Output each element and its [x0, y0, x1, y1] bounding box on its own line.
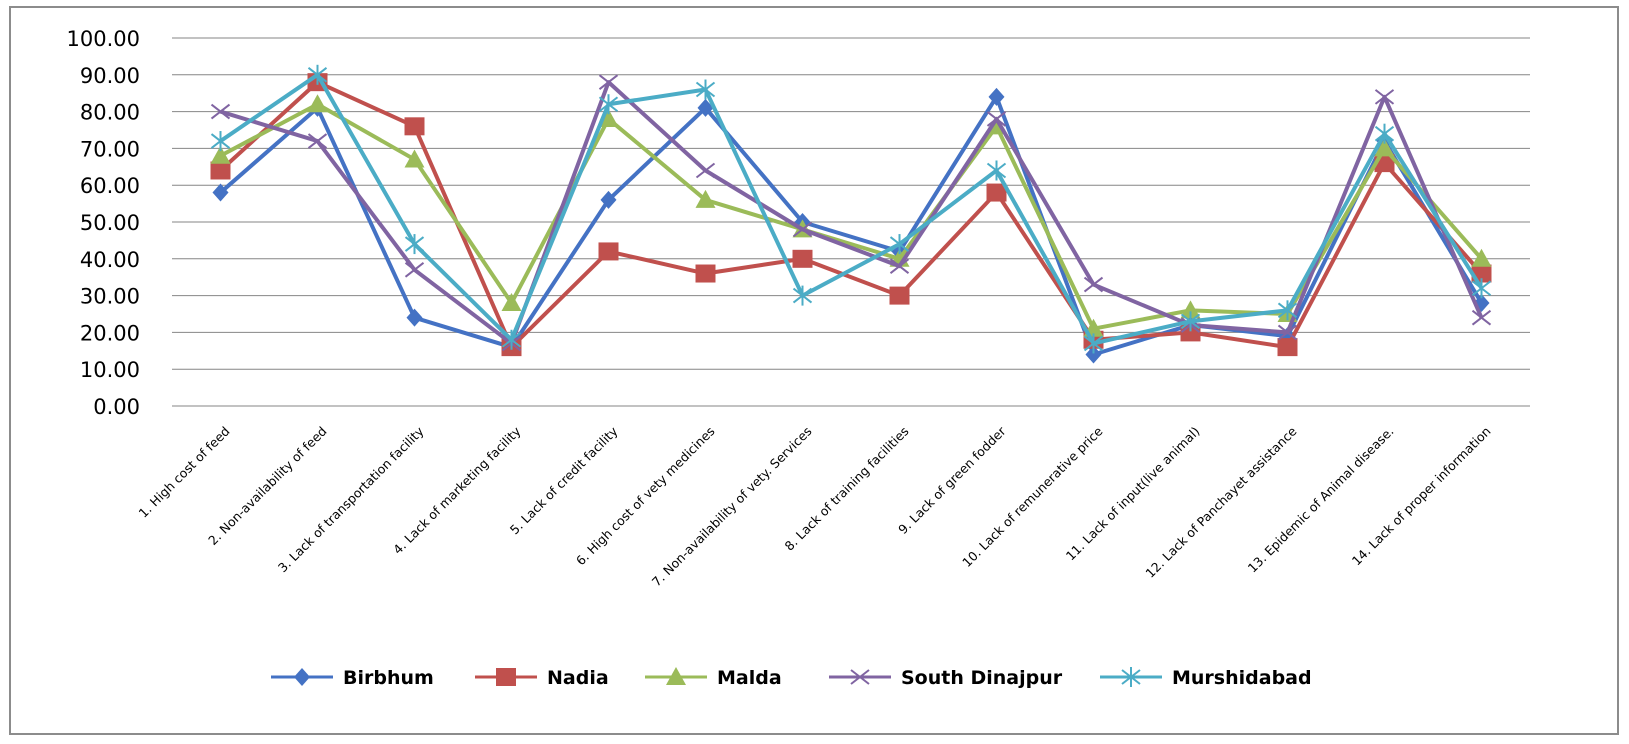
data-point-marker [986, 111, 1007, 127]
series-line [219, 102, 1484, 331]
data-point-marker [1277, 300, 1298, 321]
data-point-marker [889, 258, 910, 274]
data-point-marker [404, 117, 425, 136]
legend-label: Malda [717, 667, 782, 689]
data-point-marker [792, 221, 813, 238]
x-tick-label: 12. Lack of Panchayet assistance [1142, 423, 1299, 580]
legend-marker [294, 668, 310, 686]
x-tick-label: 7. Non-availability of vety. Services [649, 424, 815, 590]
data-point-marker [307, 94, 328, 113]
legend-label: South Dinajpur [901, 667, 1063, 689]
data-point-marker [404, 149, 425, 168]
y-tick-label: 80.00 [80, 101, 140, 125]
data-point-marker [695, 189, 716, 208]
legend-marker [850, 669, 870, 685]
legend-item: Birbhum [271, 667, 434, 689]
x-tick-label: 1. High cost of feed [136, 424, 233, 521]
series-murshidabad [210, 64, 1492, 354]
data-point-marker [600, 190, 617, 209]
data-point-marker [1180, 300, 1201, 319]
series-south-dinajpur [210, 74, 1492, 352]
data-point-marker [1085, 345, 1102, 364]
series-lines [210, 64, 1492, 364]
data-point-marker [210, 103, 231, 120]
data-point-marker [988, 87, 1005, 106]
y-tick-label: 100.00 [67, 27, 140, 51]
data-point-marker [404, 262, 425, 278]
series-line [219, 80, 1484, 346]
data-point-marker [889, 286, 910, 305]
legend-item: South Dinajpur [829, 667, 1063, 689]
y-tick-label: 10.00 [80, 358, 140, 382]
data-point-marker [792, 285, 813, 306]
x-tick-label: 5. Lack of credit facility [507, 423, 621, 537]
series-line [219, 94, 1484, 357]
y-tick-label: 0.00 [93, 395, 140, 419]
y-tick-label: 60.00 [80, 174, 140, 198]
y-tick-label: 70.00 [80, 137, 140, 161]
legend-label: Nadia [547, 667, 609, 689]
data-point-marker [986, 183, 1007, 202]
data-point-marker [501, 292, 522, 311]
data-point-marker [404, 234, 425, 255]
gridlines [172, 37, 1530, 407]
legend-item: Nadia [475, 667, 609, 689]
data-point-marker [1471, 278, 1492, 299]
data-point-marker [212, 183, 229, 202]
data-point-marker [307, 64, 328, 85]
data-point-marker [598, 74, 619, 90]
data-point-marker [210, 161, 231, 180]
data-point-marker [210, 145, 231, 164]
data-point-marker [1277, 324, 1298, 341]
legend-marker [666, 667, 686, 685]
legend-item: Murshidabad [1100, 667, 1312, 689]
series-line [219, 80, 1484, 350]
legend-label: Birbhum [343, 667, 434, 689]
data-point-marker [1471, 309, 1492, 326]
data-point-marker [501, 329, 522, 350]
data-point-marker [406, 308, 423, 327]
data-point-marker [695, 264, 716, 283]
data-point-marker [1374, 89, 1395, 105]
y-tick-label: 20.00 [80, 321, 140, 345]
data-point-marker [1471, 248, 1492, 267]
legend: Birbhum Nadia Malda South Dinajpur Murshidab… [271, 667, 1312, 689]
x-tick-label: 9. Lack of green fodder [895, 423, 1009, 537]
y-axis-ticks: 0.00 10.00 20.00 30.00 40.00 50.00 60.00 70.00 8… [67, 27, 140, 419]
data-point-marker [598, 108, 619, 127]
data-point-marker [1083, 276, 1104, 293]
legend-marker [496, 668, 516, 686]
data-point-marker [695, 162, 716, 179]
data-point-marker [1083, 333, 1104, 354]
data-point-marker [1374, 123, 1395, 144]
data-point-marker [792, 249, 813, 268]
data-point-marker [695, 79, 716, 100]
data-point-marker [1374, 138, 1395, 157]
data-point-marker [697, 98, 714, 117]
data-point-marker [986, 160, 1007, 181]
y-tick-label: 50.00 [80, 211, 140, 235]
y-tick-label: 90.00 [80, 64, 140, 88]
data-point-marker [210, 131, 231, 152]
legend-label: Murshidabad [1172, 667, 1312, 689]
y-tick-label: 40.00 [80, 248, 140, 272]
legend-item: Malda [645, 667, 782, 689]
legend-marker [1121, 667, 1141, 687]
y-tick-label: 30.00 [80, 285, 140, 309]
data-point-marker [598, 242, 619, 261]
data-point-marker [889, 234, 910, 255]
data-point-marker [1277, 338, 1298, 357]
data-point-marker [1180, 311, 1201, 332]
data-point-marker [598, 94, 619, 115]
data-point-marker [307, 133, 328, 149]
series-line [219, 72, 1484, 346]
